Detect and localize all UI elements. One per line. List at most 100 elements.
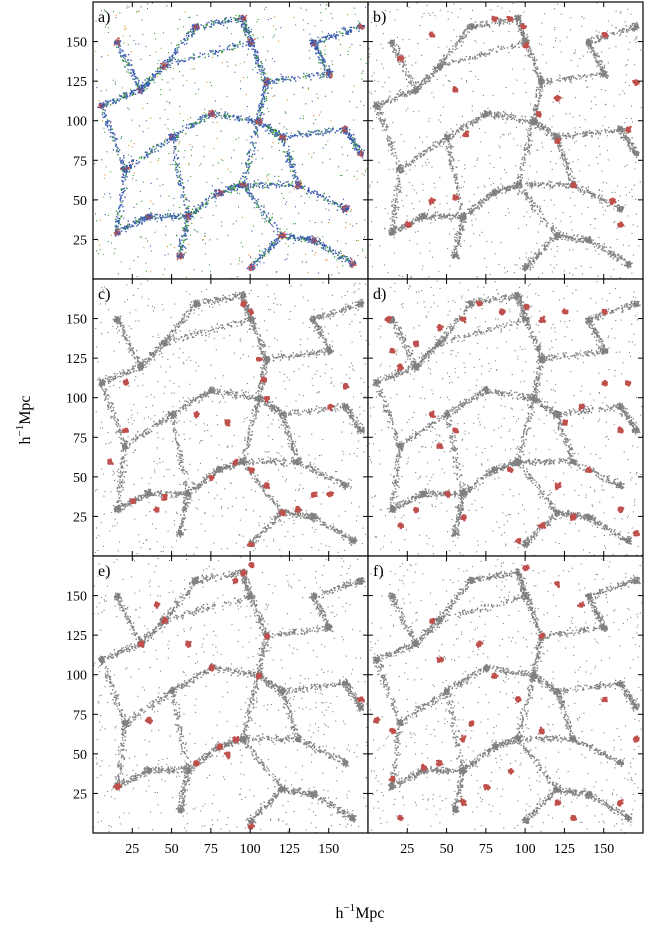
highlight-group <box>507 768 515 775</box>
highlight-group <box>138 640 145 648</box>
x-tick-label: 150 <box>318 842 339 857</box>
highlight-group <box>357 696 365 703</box>
highlight-group <box>601 380 608 387</box>
panel-frame <box>367 555 644 834</box>
highlight-group <box>483 784 491 791</box>
highlight-group <box>617 799 624 807</box>
highlight-group <box>535 111 542 118</box>
particle-field <box>368 556 643 833</box>
x-axis-title: h−1Mpc <box>335 902 384 922</box>
highlight-group <box>601 696 608 703</box>
highlight-group <box>255 672 262 680</box>
x-tick-label: 25 <box>400 842 414 857</box>
y-tick-label: 125 <box>66 629 87 644</box>
highlight-group <box>223 751 231 760</box>
panel-label: e) <box>98 563 110 580</box>
highlight-group <box>247 308 254 316</box>
highlight-group <box>506 15 514 22</box>
highlight-group <box>193 410 200 419</box>
highlight-group <box>632 530 640 537</box>
highlight-group <box>515 538 522 545</box>
highlight-group <box>538 632 546 639</box>
highlight-group <box>554 799 562 806</box>
highlight-group <box>389 347 396 354</box>
highlight-group <box>310 491 318 498</box>
x-tick-label: 125 <box>279 842 300 857</box>
highlight-group <box>263 396 270 403</box>
highlight-group <box>601 32 608 38</box>
highlight-group <box>224 419 231 427</box>
highlight-group <box>388 775 396 783</box>
highlight-group <box>585 467 593 473</box>
panel-c: 25 50 75 100 125 150 c) <box>66 278 369 557</box>
highlight-group <box>561 308 569 315</box>
highlight-group <box>578 403 585 411</box>
highlight-group <box>452 427 459 434</box>
highlight-group <box>520 23 527 30</box>
highlight-group <box>522 42 530 49</box>
y-axis-title: h−1Mpc <box>14 395 34 444</box>
highlight-group <box>397 522 404 530</box>
highlight-group <box>153 601 161 609</box>
panel-label: f) <box>373 563 384 580</box>
highlight-group <box>428 31 436 38</box>
highlight-group <box>107 458 114 465</box>
highlight-group <box>562 419 568 426</box>
highlight-group <box>342 383 350 390</box>
highlight-group <box>397 55 404 62</box>
highlight-group <box>161 493 168 501</box>
panel-e: 25 50 75 100 125 150 25 50 75 100 125 150 e) <box>66 555 369 857</box>
highlight-group <box>153 506 160 513</box>
y-axis-title-base: h <box>17 437 34 445</box>
panel-background <box>93 556 368 833</box>
highlight-group <box>554 482 562 491</box>
highlight-group <box>232 458 239 466</box>
highlight-group <box>462 130 470 138</box>
x-tick-label: 50 <box>440 842 454 857</box>
highlight-group <box>609 197 617 206</box>
y-tick-label: 100 <box>66 669 87 684</box>
highlight-group <box>617 221 625 228</box>
y-axis-title-unit: Mpc <box>17 395 34 424</box>
highlight-group <box>632 79 640 86</box>
panel-background <box>368 556 643 833</box>
y-tick-label: 125 <box>66 75 87 90</box>
highlight-group <box>327 403 334 411</box>
highlight-group <box>554 137 562 144</box>
highlight-group <box>185 640 192 648</box>
highlight-group <box>452 86 459 93</box>
panel-label: d) <box>373 286 386 303</box>
highlight-group <box>625 380 632 387</box>
highlight-group <box>192 759 200 767</box>
highlight-group <box>569 513 577 521</box>
panel-b: b) <box>367 1 644 280</box>
particle-field <box>93 556 368 833</box>
particle-field <box>93 2 368 279</box>
highlight-group <box>498 308 506 316</box>
y-tick-label: 25 <box>73 510 87 525</box>
highlight-group <box>522 564 530 572</box>
x-tick-label: 125 <box>554 842 575 857</box>
x-tick-label: 150 <box>593 842 614 857</box>
highlight-group <box>617 506 625 513</box>
highlight-group <box>491 673 499 679</box>
highlight-group <box>295 505 303 514</box>
highlight-group <box>396 363 404 371</box>
highlight-group <box>436 656 444 663</box>
highlight-group <box>459 316 467 324</box>
highlight-group <box>373 716 381 724</box>
highlight-group <box>554 581 560 588</box>
panel-label: c) <box>98 286 110 303</box>
highlight-group <box>444 490 451 498</box>
highlight-group <box>475 300 483 307</box>
highlight-group <box>570 181 577 189</box>
x-tick-label: 50 <box>165 842 179 857</box>
y-tick-label: 150 <box>66 36 87 51</box>
highlight-group <box>436 324 444 332</box>
highlight-group <box>389 727 397 735</box>
highlight-group <box>216 743 223 751</box>
y-tick-label: 100 <box>66 115 87 130</box>
highlight-group <box>553 94 562 102</box>
y-tick-label: 150 <box>66 313 87 328</box>
